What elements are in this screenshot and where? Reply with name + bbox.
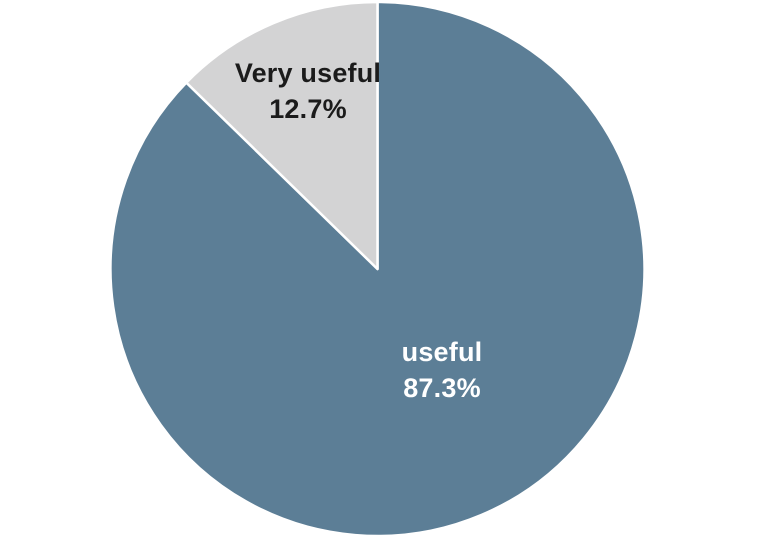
slice-label-useful-name: useful — [401, 337, 483, 367]
slice-label-very-useful-value: 12.7% — [269, 94, 347, 124]
pie-slice-very-useful — [185, 0, 379, 271]
slice-label-useful: useful 87.3% — [402, 334, 483, 406]
slice-label-very-useful-name: Very useful — [234, 58, 382, 88]
slice-label-useful-value: 87.3% — [403, 373, 481, 403]
slice-label-very-useful: Very useful 12.7% — [235, 55, 381, 127]
